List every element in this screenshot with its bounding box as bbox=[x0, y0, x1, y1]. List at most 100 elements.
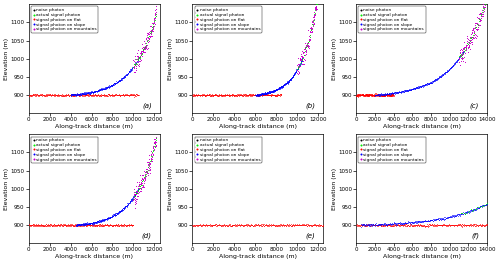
Point bbox=[252, 232, 260, 236]
Point bbox=[229, 152, 237, 156]
Point bbox=[474, 27, 482, 31]
Point bbox=[218, 16, 226, 21]
Point bbox=[217, 107, 225, 112]
Point bbox=[228, 68, 236, 73]
Point bbox=[430, 185, 438, 190]
Point bbox=[378, 93, 386, 97]
Point bbox=[388, 222, 396, 226]
Point bbox=[418, 65, 426, 69]
Point bbox=[84, 91, 92, 95]
Point bbox=[386, 236, 394, 240]
Point bbox=[308, 21, 316, 25]
Point bbox=[150, 165, 158, 169]
Point bbox=[388, 21, 396, 25]
Point bbox=[313, 223, 321, 227]
Point bbox=[315, 8, 323, 13]
Point bbox=[374, 103, 382, 107]
Point bbox=[469, 93, 477, 97]
Point bbox=[316, 81, 324, 85]
Point bbox=[483, 174, 491, 178]
Point bbox=[401, 235, 409, 239]
Point bbox=[220, 223, 228, 227]
Point bbox=[98, 144, 106, 149]
Point bbox=[311, 8, 319, 12]
Point bbox=[442, 97, 450, 101]
Point bbox=[465, 211, 473, 215]
Point bbox=[404, 144, 412, 149]
Point bbox=[424, 227, 432, 231]
Point bbox=[258, 8, 266, 13]
Point bbox=[294, 62, 302, 66]
Point bbox=[403, 68, 411, 72]
Point bbox=[246, 62, 254, 66]
Point bbox=[223, 186, 231, 191]
Point bbox=[140, 10, 148, 14]
Point bbox=[354, 20, 362, 24]
Point bbox=[201, 139, 209, 143]
Point bbox=[40, 228, 48, 232]
Point bbox=[275, 18, 283, 23]
Point bbox=[224, 224, 232, 228]
Point bbox=[396, 8, 404, 12]
Point bbox=[450, 230, 458, 235]
Point bbox=[462, 136, 469, 140]
Point bbox=[276, 187, 284, 191]
Point bbox=[369, 11, 377, 16]
Point bbox=[276, 55, 283, 59]
Point bbox=[448, 165, 456, 170]
Point bbox=[312, 220, 320, 224]
Point bbox=[388, 147, 396, 151]
Point bbox=[98, 212, 106, 216]
Point bbox=[311, 98, 319, 102]
Point bbox=[270, 100, 278, 105]
Point bbox=[212, 84, 220, 88]
Point bbox=[379, 199, 387, 203]
Point bbox=[151, 8, 159, 12]
Point bbox=[458, 212, 466, 216]
Point bbox=[218, 224, 226, 228]
Point bbox=[207, 222, 215, 227]
Point bbox=[310, 100, 318, 105]
Point bbox=[233, 158, 241, 162]
Point bbox=[60, 5, 68, 9]
Point bbox=[362, 140, 370, 144]
Point bbox=[134, 93, 142, 97]
Point bbox=[354, 160, 362, 164]
Point bbox=[452, 203, 460, 207]
Point bbox=[362, 35, 370, 39]
Point bbox=[198, 18, 205, 23]
Point bbox=[427, 222, 435, 227]
Point bbox=[411, 220, 419, 224]
Point bbox=[213, 93, 221, 98]
Point bbox=[366, 21, 374, 25]
Point bbox=[392, 59, 400, 63]
Point bbox=[225, 220, 233, 224]
Point bbox=[243, 7, 251, 11]
Point bbox=[25, 175, 33, 179]
Point bbox=[228, 183, 236, 187]
Point bbox=[26, 181, 34, 185]
Point bbox=[420, 48, 428, 52]
Point bbox=[370, 209, 378, 213]
Point bbox=[442, 237, 450, 241]
Point bbox=[392, 93, 400, 97]
Point bbox=[228, 200, 236, 205]
Point bbox=[212, 95, 220, 99]
Point bbox=[238, 153, 246, 157]
Point bbox=[252, 3, 260, 8]
Point bbox=[215, 8, 223, 13]
Point bbox=[234, 223, 242, 227]
Point bbox=[221, 55, 229, 59]
Point bbox=[75, 146, 83, 150]
Point bbox=[132, 191, 140, 196]
Point bbox=[437, 230, 445, 235]
Point bbox=[93, 219, 101, 224]
Point bbox=[240, 134, 248, 138]
Point bbox=[48, 213, 56, 217]
Point bbox=[410, 87, 418, 92]
Point bbox=[254, 201, 262, 206]
Point bbox=[414, 43, 422, 47]
Point bbox=[100, 73, 108, 77]
Point bbox=[190, 174, 198, 178]
Point bbox=[264, 207, 272, 211]
